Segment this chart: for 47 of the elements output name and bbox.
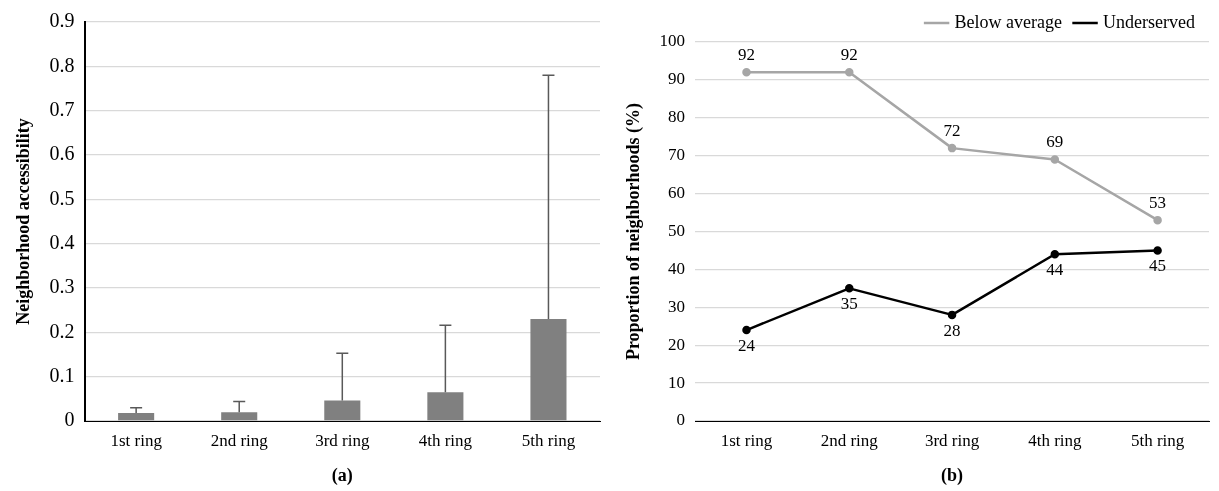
y-tick-label: 30 [668,296,686,316]
y-tick-label: 0.2 [49,319,75,342]
data-label: 92 [840,45,858,65]
y-tick-label: 0.1 [49,363,75,386]
y-axis-title: Neighborhood accessibility [13,118,34,325]
x-tick-label: 3rd ring [924,430,980,450]
y-tick-label: 100 [659,31,686,51]
data-label: 72 [943,121,961,141]
y-tick-label: 0.5 [49,186,75,209]
data-label: 92 [737,45,755,65]
data-label: 28 [943,320,961,340]
y-tick-label: 60 [668,183,686,203]
y-tick-label: 0.3 [49,275,75,298]
y-tick-label: 0 [676,410,686,430]
data-label: 69 [1046,132,1064,152]
x-tick-label: 2nd ring [210,430,269,450]
y-tick-label: 20 [668,334,686,354]
y-tick-label: 90 [668,69,686,89]
data-label: 35 [840,294,858,314]
y-tick-label: 80 [668,107,686,127]
data-label: 53 [1149,193,1167,213]
y-tick-label: 40 [668,258,686,278]
y-tick-label: 0.8 [49,53,75,76]
data-label: 24 [737,336,756,356]
legend-label: Below average [954,11,1063,32]
data-label: 44 [1046,260,1064,280]
x-tick-label: 5th ring [1130,430,1185,450]
y-tick-label: 0.6 [49,142,75,165]
y-axis-title: Proportion of neighborhoods (%) [623,102,645,361]
x-tick-label: 4th ring [1028,430,1083,450]
x-tick-label: 4th ring [418,430,473,450]
y-tick-label: 0.9 [49,9,75,32]
x-axis-title: (a) [331,464,353,486]
y-tick-label: 0.4 [49,230,75,253]
x-tick-label: 1st ring [110,430,163,450]
y-tick-label: 70 [668,145,686,165]
y-tick-label: 10 [668,372,686,392]
x-tick-label: 1st ring [720,430,773,450]
y-tick-label: 50 [668,220,686,240]
data-label: 45 [1149,256,1167,276]
x-tick-label: 3rd ring [315,430,370,450]
y-tick-label: 0 [64,408,75,431]
legend-label: Underserved [1103,11,1196,32]
y-tick-label: 0.7 [49,97,75,120]
x-tick-label: 5th ring [521,430,576,450]
x-axis-title: (b) [941,464,964,486]
x-tick-label: 2nd ring [820,430,879,450]
